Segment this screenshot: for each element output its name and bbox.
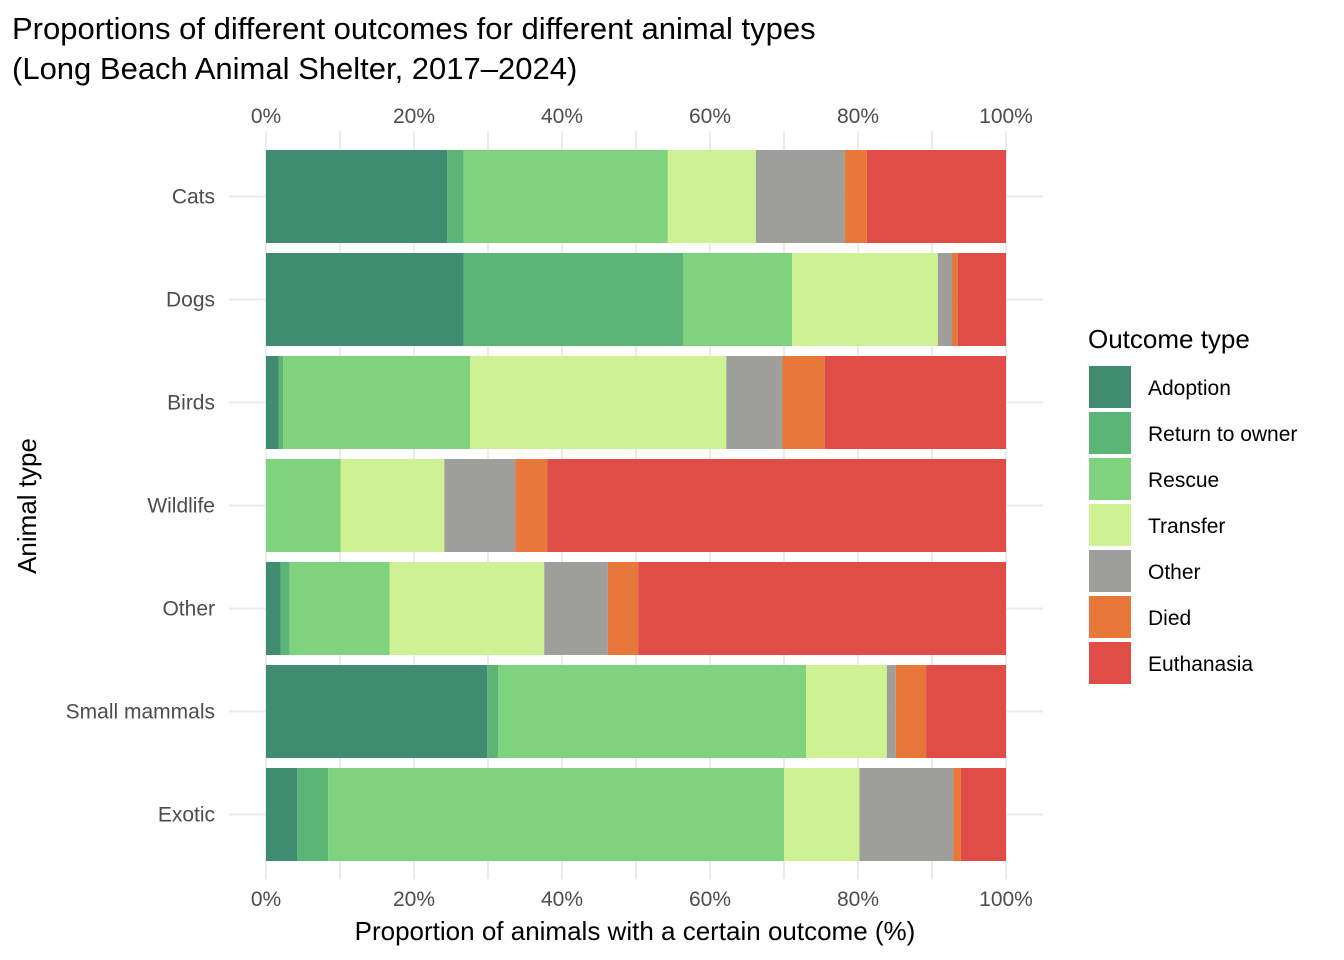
bar-segment-euthanasia bbox=[638, 562, 1006, 655]
x-tick-label-top: 60% bbox=[689, 105, 731, 128]
bar-segment-adoption bbox=[266, 150, 448, 243]
bar-segment-euthanasia bbox=[957, 253, 1006, 346]
bar-segment-adoption bbox=[266, 665, 488, 758]
legend-label: Return to owner bbox=[1148, 423, 1297, 446]
x-tick-label-bottom: 80% bbox=[837, 888, 879, 911]
bar-segment-transfer bbox=[389, 562, 545, 655]
bar-segment-rescue bbox=[283, 356, 471, 449]
legend-swatch bbox=[1089, 412, 1131, 454]
bar-segment-rescue bbox=[683, 253, 793, 346]
x-axis-top: 0% 20% 40% 60% 80% 100% bbox=[251, 105, 1033, 128]
legend-swatch bbox=[1089, 642, 1131, 684]
bar-segment-euthanasia bbox=[547, 459, 1006, 552]
x-tick-label-top: 0% bbox=[251, 105, 281, 128]
x-tick-label-bottom: 20% bbox=[393, 888, 435, 911]
y-tick-label: Birds bbox=[167, 392, 215, 415]
legend-swatch bbox=[1089, 458, 1131, 500]
bar-segment-return-to-owner bbox=[297, 768, 329, 861]
bar-segment-transfer bbox=[806, 665, 887, 758]
y-axis-title: Animal type bbox=[12, 438, 42, 574]
bar-segment-died bbox=[782, 356, 825, 449]
bar-segment-died bbox=[515, 459, 548, 552]
legend-swatch bbox=[1089, 504, 1131, 546]
bar-segment-return-to-owner bbox=[278, 356, 284, 449]
legend-label: Died bbox=[1148, 607, 1191, 630]
legend-label: Adoption bbox=[1148, 377, 1231, 400]
bar-segment-transfer bbox=[470, 356, 727, 449]
bar-segment-return-to-owner bbox=[487, 665, 499, 758]
bar-segment-rescue bbox=[266, 459, 341, 552]
bar-segment-rescue bbox=[463, 150, 668, 243]
bar-segment-rescue bbox=[289, 562, 390, 655]
legend-label: Transfer bbox=[1148, 515, 1225, 538]
y-tick-label: Other bbox=[162, 598, 215, 621]
bar-segment-transfer bbox=[667, 150, 756, 243]
bar-segment-other bbox=[937, 253, 952, 346]
bar-segment-other bbox=[726, 356, 783, 449]
bar-segment-transfer bbox=[792, 253, 938, 346]
legend-label: Other bbox=[1148, 561, 1201, 584]
bar-segment-died bbox=[895, 665, 927, 758]
bar-segment-died bbox=[951, 253, 958, 346]
bar-segment-other bbox=[444, 459, 516, 552]
bar-segment-euthanasia bbox=[960, 768, 1006, 861]
bar-segment-euthanasia bbox=[926, 665, 1006, 758]
bar-segment-return-to-owner bbox=[447, 150, 464, 243]
legend: Outcome type Adoption Return to owner Resc… bbox=[1088, 324, 1297, 684]
bar-segment-return-to-owner bbox=[280, 562, 290, 655]
bar-segment-adoption bbox=[266, 768, 298, 861]
legend-label: Rescue bbox=[1148, 469, 1219, 492]
y-tick-label: Dogs bbox=[166, 289, 215, 312]
y-axis: Cats Dogs Birds Wildlife Other Small mammals E… bbox=[66, 186, 215, 827]
x-tick-label-bottom: 100% bbox=[979, 888, 1033, 911]
bar-segment-rescue bbox=[498, 665, 807, 758]
bar-segment-other bbox=[859, 768, 954, 861]
legend-title: Outcome type bbox=[1088, 324, 1250, 354]
x-tick-label-bottom: 60% bbox=[689, 888, 731, 911]
bar-segment-adoption bbox=[266, 356, 279, 449]
y-tick-label: Wildlife bbox=[147, 495, 215, 518]
x-axis-title: Proportion of animals with a certain out… bbox=[355, 916, 916, 946]
x-axis-bottom: 0% 20% 40% 60% 80% 100% bbox=[251, 888, 1033, 911]
bar-segment-return-to-owner bbox=[463, 253, 684, 346]
bar-segment-died bbox=[607, 562, 639, 655]
x-tick-label-bottom: 40% bbox=[541, 888, 583, 911]
legend-swatch bbox=[1089, 550, 1131, 592]
bar-segment-euthanasia bbox=[866, 150, 1006, 243]
x-tick-label-bottom: 0% bbox=[251, 888, 281, 911]
y-tick-label: Small mammals bbox=[66, 701, 215, 724]
bar-segment-rescue bbox=[328, 768, 784, 861]
bar-segment-other bbox=[755, 150, 845, 243]
bar-segment-adoption bbox=[266, 562, 281, 655]
x-tick-label-top: 20% bbox=[393, 105, 435, 128]
bar-segment-adoption bbox=[266, 253, 464, 346]
bar-segment-other bbox=[544, 562, 608, 655]
y-tick-label: Cats bbox=[172, 186, 215, 209]
bars bbox=[266, 150, 1006, 861]
x-tick-label-top: 40% bbox=[541, 105, 583, 128]
bar-segment-died bbox=[953, 768, 961, 861]
x-tick-label-top: 80% bbox=[837, 105, 879, 128]
bar-segment-euthanasia bbox=[824, 356, 1006, 449]
y-tick-label: Exotic bbox=[158, 804, 215, 827]
bar-segment-transfer bbox=[784, 768, 860, 861]
bar-segment-died bbox=[844, 150, 867, 243]
chart-title: Proportions of different outcomes for di… bbox=[12, 11, 816, 46]
bar-segment-other bbox=[886, 665, 896, 758]
legend-swatch bbox=[1089, 366, 1131, 408]
legend-label: Euthanasia bbox=[1148, 653, 1253, 676]
chart-subtitle: (Long Beach Animal Shelter, 2017–2024) bbox=[12, 51, 577, 86]
bar-segment-transfer bbox=[340, 459, 445, 552]
x-tick-label-top: 100% bbox=[979, 105, 1033, 128]
legend-swatch bbox=[1089, 596, 1131, 638]
